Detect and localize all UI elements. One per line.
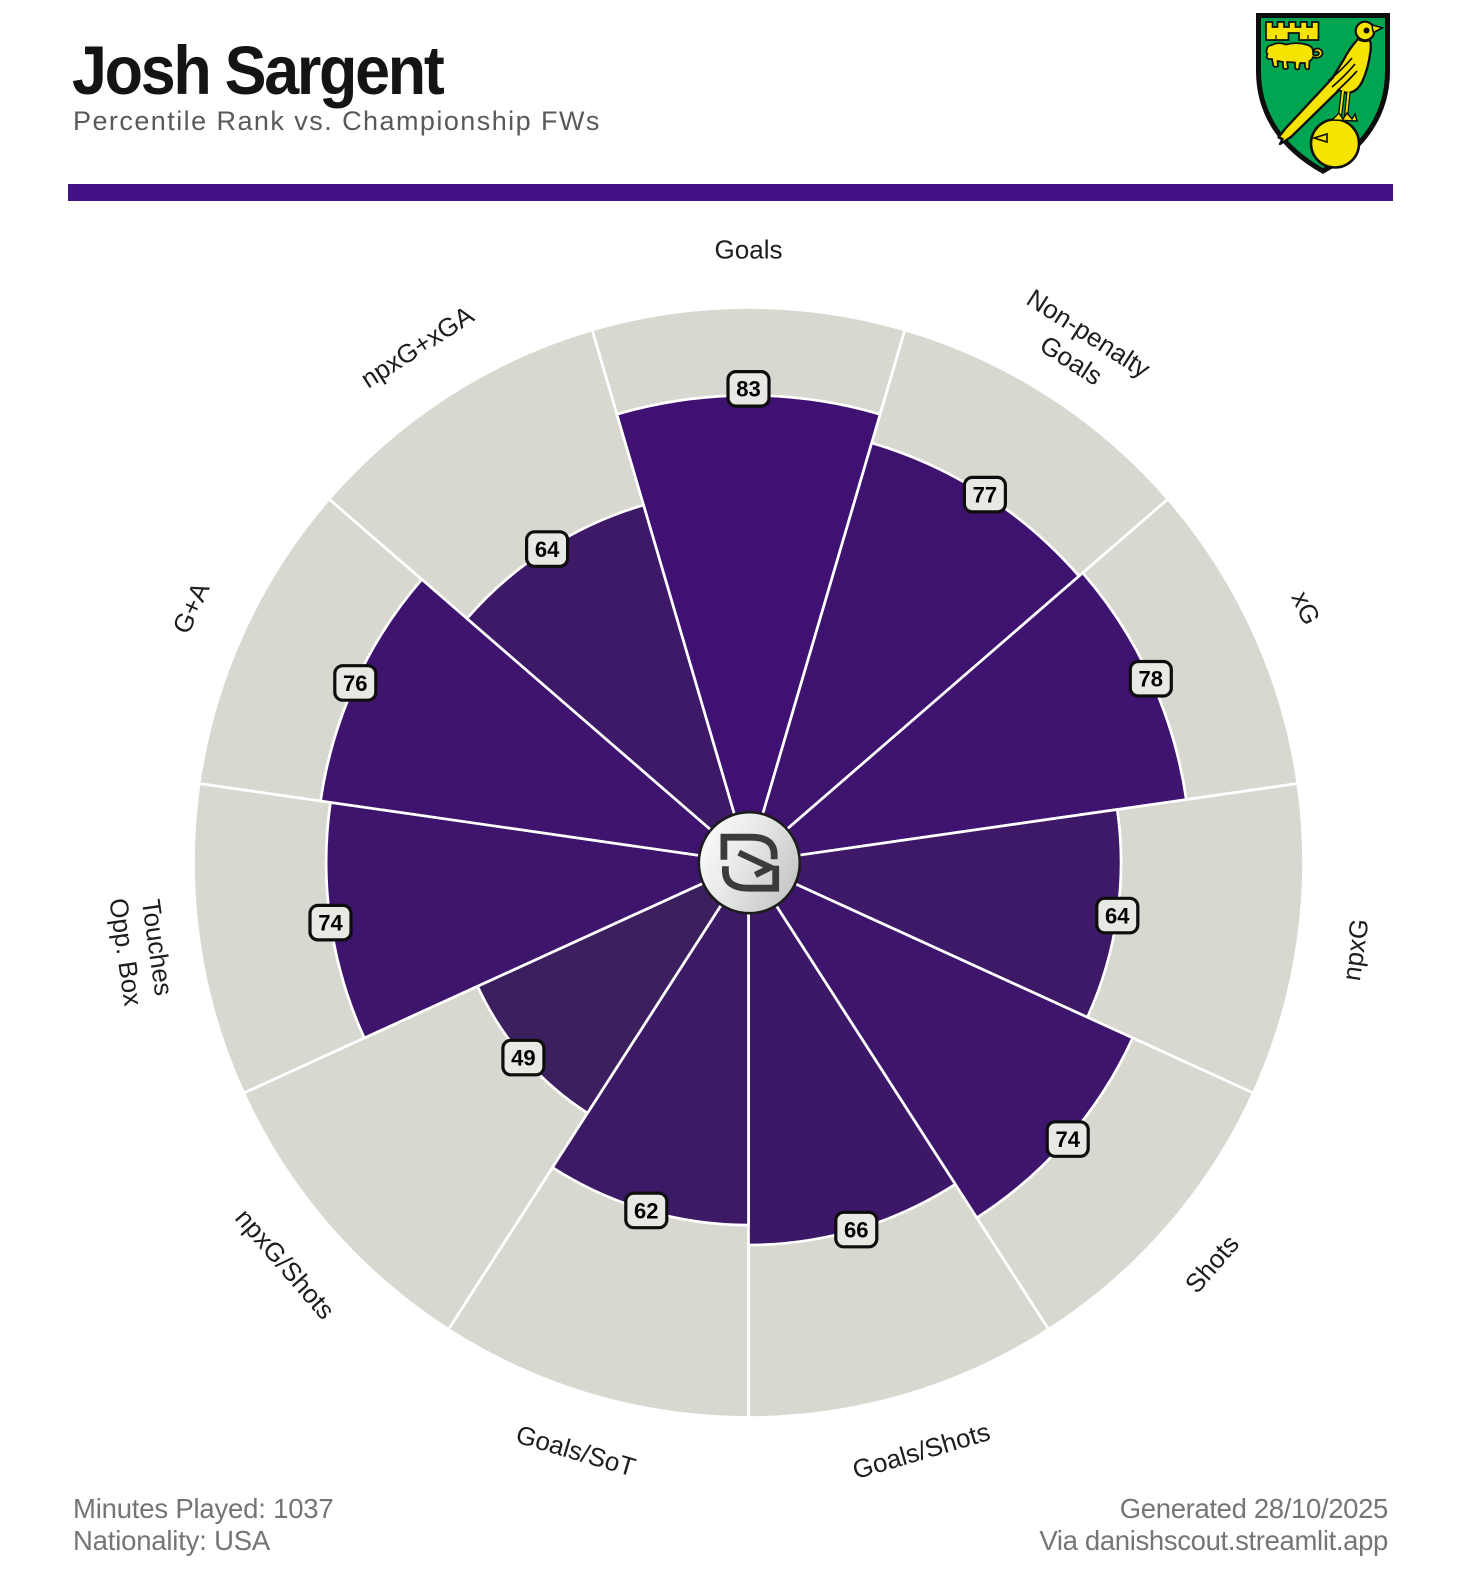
svg-text:G+A: G+A <box>166 577 215 638</box>
svg-text:66: 66 <box>844 1217 868 1242</box>
svg-text:49: 49 <box>511 1046 535 1071</box>
svg-text:Goals/SoT: Goals/SoT <box>513 1419 639 1482</box>
svg-text:62: 62 <box>634 1198 658 1223</box>
svg-text:npxG: npxG <box>1336 917 1375 983</box>
svg-text:77: 77 <box>973 483 997 508</box>
svg-text:76: 76 <box>343 671 367 696</box>
svg-text:74: 74 <box>318 911 343 936</box>
svg-text:64: 64 <box>1105 903 1130 928</box>
svg-text:TouchesOpp. Box: TouchesOpp. Box <box>103 892 180 1008</box>
svg-text:Shots: Shots <box>1179 1229 1245 1299</box>
svg-text:74: 74 <box>1055 1127 1080 1152</box>
svg-text:64: 64 <box>535 537 560 562</box>
svg-text:npxG+xGA: npxG+xGA <box>355 299 479 394</box>
svg-text:Goals/Shots: Goals/Shots <box>849 1416 993 1485</box>
svg-text:Goals: Goals <box>715 235 783 265</box>
svg-text:78: 78 <box>1139 667 1163 692</box>
svg-text:xG: xG <box>1286 587 1327 630</box>
svg-text:83: 83 <box>736 377 760 402</box>
